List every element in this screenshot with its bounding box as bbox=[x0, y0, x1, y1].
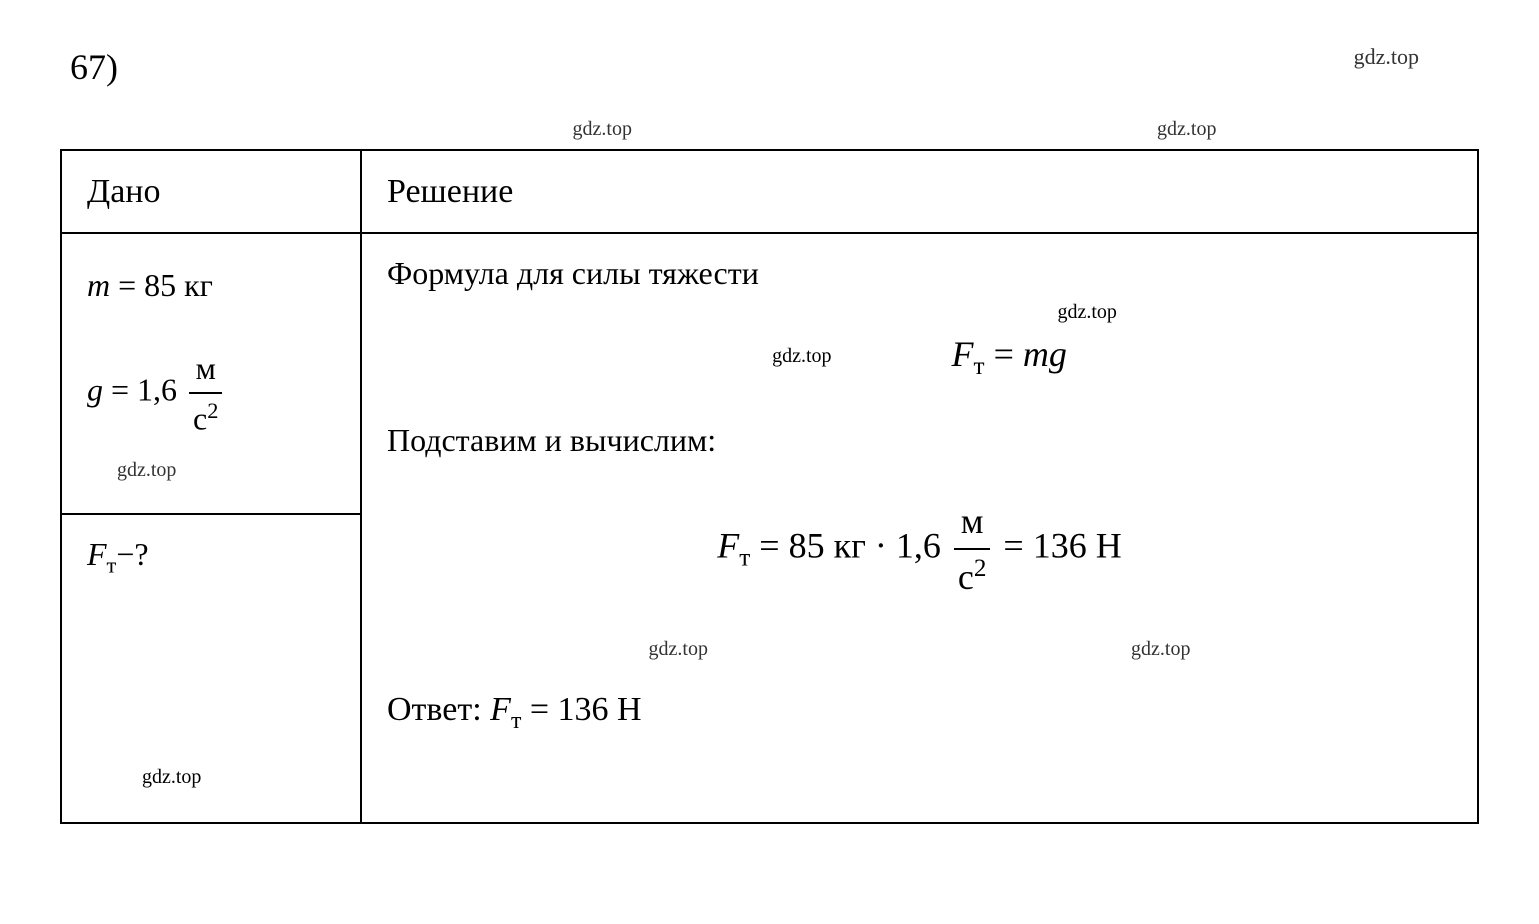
main-formula: Fт = mg gdz.top bbox=[952, 327, 1067, 386]
solution-content-cell: Формула для силы тяжести gdz.top Fт = mg… bbox=[361, 233, 1478, 823]
problem-table: Дано Решение m = 85 кг g = 1,6 мс2 gdz.t… bbox=[60, 149, 1479, 824]
watermark: gdz.top bbox=[1131, 634, 1190, 664]
solution-text-2: Подставим и вычислим: bbox=[387, 416, 1452, 464]
watermark-formula-left: gdz.top bbox=[772, 341, 831, 371]
watermark: gdz.top bbox=[649, 634, 708, 664]
watermark: gdz.top bbox=[1157, 114, 1216, 144]
fraction-denominator: с2 bbox=[189, 392, 222, 443]
mass-formula: m = 85 кг bbox=[87, 261, 335, 309]
watermark-row-top: gdz.top gdz.top bbox=[60, 114, 1479, 144]
watermark-row-bottom: gdz.top gdz.top bbox=[387, 634, 1452, 664]
calc-fraction: мс2 bbox=[954, 494, 991, 604]
g-formula: g = 1,6 мс2 bbox=[87, 344, 335, 443]
question-formula: Fт−? bbox=[87, 530, 335, 582]
given-header: Дано bbox=[61, 150, 361, 233]
mass-var: m bbox=[87, 267, 110, 303]
table-header-row: Дано Решение bbox=[61, 150, 1478, 233]
watermark-given: gdz.top bbox=[117, 455, 335, 485]
watermark: gdz.top bbox=[573, 114, 632, 144]
given-data-cell: m = 85 кг g = 1,6 мс2 gdz.top bbox=[61, 233, 361, 514]
g-fraction: мс2 bbox=[189, 344, 222, 443]
watermark-question: gdz.top bbox=[142, 762, 201, 792]
calculation-line: Fт = 85 кг · 1,6 мс2 = 136 Н bbox=[387, 494, 1452, 604]
solution-text-1: Формула для силы тяжести bbox=[387, 249, 1452, 297]
formula-block: gdz.top Fт = mg gdz.top bbox=[387, 327, 1452, 386]
question-cell: Fт−? gdz.top bbox=[61, 514, 361, 823]
problem-number: 67) bbox=[60, 40, 118, 94]
table-content-row-1: m = 85 кг g = 1,6 мс2 gdz.top Формула дл… bbox=[61, 233, 1478, 514]
watermark-formula-right: gdz.top bbox=[1057, 297, 1116, 327]
g-value: = 1,6 bbox=[103, 372, 185, 408]
g-var: g bbox=[87, 372, 103, 408]
fraction-numerator: м bbox=[192, 344, 220, 392]
watermark-top-right: gdz.top bbox=[1354, 40, 1479, 73]
answer-line: Ответ: Fт = 136 Н bbox=[387, 684, 1452, 739]
mass-value: = 85 кг bbox=[110, 267, 213, 303]
solution-header: Решение bbox=[361, 150, 1478, 233]
header-row: 67) gdz.top bbox=[60, 40, 1479, 94]
